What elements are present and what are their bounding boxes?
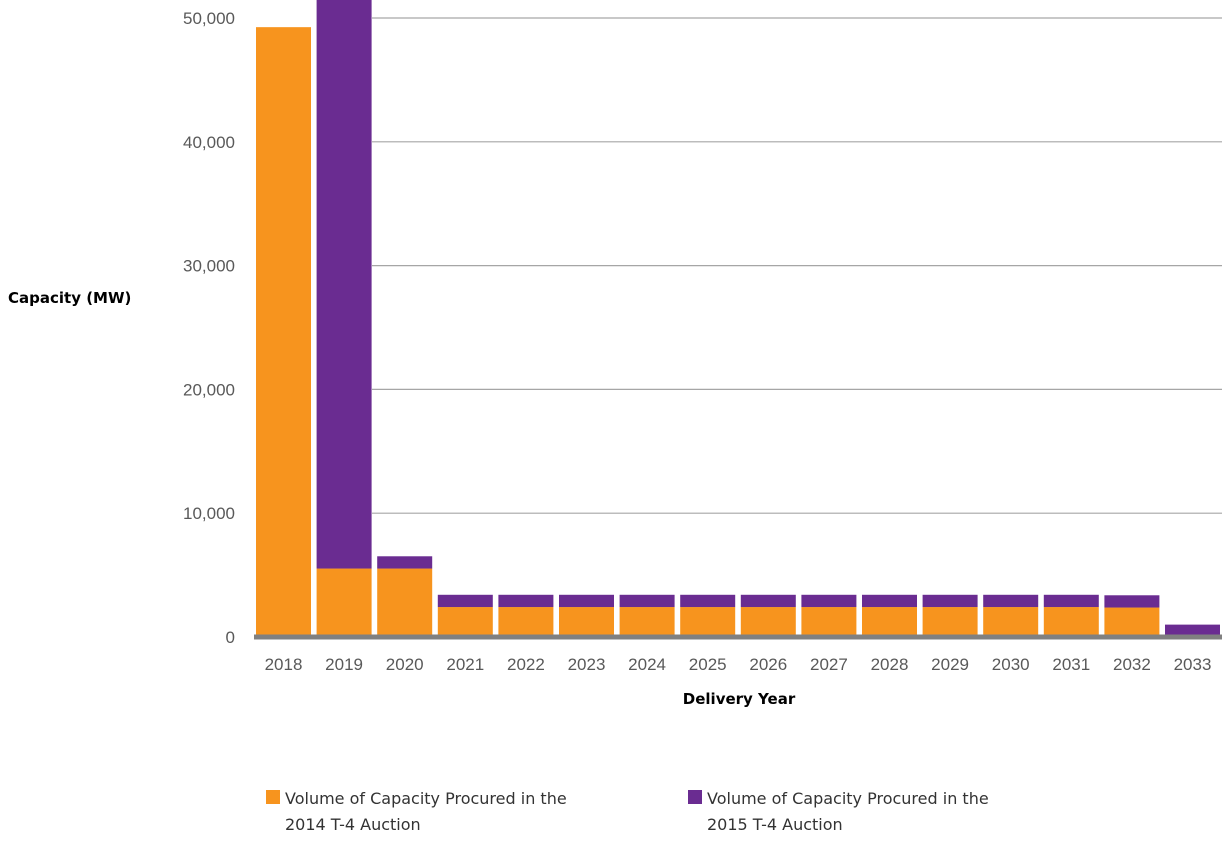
bar-2014-2032: [1104, 607, 1160, 637]
bar-2015-2024: [619, 594, 675, 608]
x-tick-label: 2033: [1174, 655, 1212, 674]
y-tick-label: 40,000: [183, 133, 235, 152]
bar-2015-2028: [862, 594, 917, 608]
bar-2014-2019: [316, 568, 372, 637]
x-tick-label: 2020: [386, 655, 424, 674]
legend-label-2014: Volume of Capacity Procured in the 2014 …: [285, 786, 645, 838]
legend-label-2015: Volume of Capacity Procured in the 2015 …: [707, 786, 1067, 838]
bar-2014-2025: [680, 607, 736, 637]
y-tick-label: 20,000: [183, 380, 235, 399]
x-tick-label: 2030: [992, 655, 1030, 674]
x-axis-title: Delivery Year: [683, 690, 796, 708]
y-tick-label: 50,000: [183, 9, 235, 28]
x-tick-label: 2023: [568, 655, 606, 674]
y-tick-label: 10,000: [183, 504, 235, 523]
legend: Volume of Capacity Procured in the 2014 …: [0, 786, 1222, 836]
legend-label-2015-line2: 2015 T-4 Auction: [707, 815, 843, 834]
bar-2015-2022: [498, 594, 554, 608]
bar-2014-2028: [862, 607, 917, 637]
x-tick-label: 2032: [1113, 655, 1151, 674]
x-tick-label: 2018: [265, 655, 303, 674]
legend-label-2014-line2: 2014 T-4 Auction: [285, 815, 421, 834]
stacked-bar-chart: 0 10,000 20,000 30,000 40,000 50,000 2018 2019 2…: [8, 0, 1222, 708]
legend-item-2014: Volume of Capacity Procured in the 2014 …: [266, 786, 645, 838]
bar-2015-2025: [680, 594, 736, 608]
bar-2014-2024: [619, 607, 675, 637]
bar-2015-2029: [922, 594, 978, 608]
bar-2015-2021: [437, 594, 493, 608]
x-tick-label: 2027: [810, 655, 848, 674]
bar-2015-2032: [1104, 595, 1160, 608]
legend-label-2015-line1: Volume of Capacity Procured in the: [707, 789, 989, 808]
bar-2014-2020: [377, 568, 433, 637]
bar-2015-2023: [559, 594, 614, 608]
bar-2015-2026: [740, 594, 796, 608]
bar-2014-2021: [437, 607, 493, 637]
x-tick-label: 2025: [689, 655, 727, 674]
bar-2014-2023: [559, 607, 614, 637]
legend-label-2014-line1: Volume of Capacity Procured in the: [285, 789, 567, 808]
bar-2014-2026: [740, 607, 796, 637]
x-tick-label: 2029: [931, 655, 969, 674]
x-tick-label: 2031: [1052, 655, 1090, 674]
x-tick-label: 2026: [749, 655, 787, 674]
x-tick-label: 2028: [871, 655, 909, 674]
x-tick-label: 2024: [628, 655, 666, 674]
bar-2015-2020: [377, 556, 433, 569]
x-tick-label: 2019: [325, 655, 363, 674]
legend-item-2015: Volume of Capacity Procured in the 2015 …: [688, 786, 1067, 838]
legend-swatch-2014: [266, 790, 280, 804]
bar-2015-2031: [1043, 594, 1099, 608]
bar-2014-2018: [256, 27, 311, 638]
x-tick-label: 2022: [507, 655, 545, 674]
legend-swatch-2015: [688, 790, 702, 804]
y-axis-title: Capacity (MW): [8, 289, 131, 307]
bar-2014-2031: [1043, 607, 1099, 637]
bar-2014-2027: [801, 607, 857, 637]
bar-2015-2019: [316, 0, 372, 569]
bar-2014-2030: [983, 607, 1039, 637]
bar-2015-2027: [801, 594, 857, 608]
bar-2014-2022: [498, 607, 554, 637]
bar-2015-2030: [983, 594, 1039, 608]
bar-2015-2033: [1165, 624, 1220, 637]
bar-2014-2029: [922, 607, 978, 637]
y-tick-label: 30,000: [183, 257, 235, 276]
y-tick-label: 0: [226, 628, 235, 647]
x-tick-label: 2021: [446, 655, 484, 674]
